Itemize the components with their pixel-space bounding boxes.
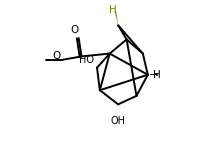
Text: OH: OH [111,116,126,126]
Text: HO: HO [79,55,94,65]
Text: H: H [153,70,160,80]
Text: H: H [109,5,117,15]
Text: O: O [52,51,60,61]
Text: O: O [71,25,79,35]
